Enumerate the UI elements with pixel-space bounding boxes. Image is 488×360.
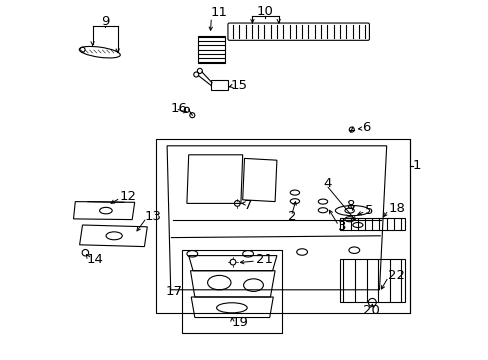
Text: 1: 1 (412, 159, 420, 172)
Text: 19: 19 (231, 316, 247, 329)
Text: 21: 21 (256, 253, 273, 266)
Text: 17: 17 (165, 285, 182, 298)
Text: 20: 20 (362, 304, 379, 317)
Text: 13: 13 (144, 210, 161, 222)
Text: 11: 11 (210, 6, 227, 19)
Text: 15: 15 (230, 79, 247, 92)
Text: 12: 12 (120, 190, 136, 203)
Text: 22: 22 (387, 269, 405, 282)
Text: 8: 8 (346, 199, 354, 212)
Text: 7: 7 (244, 199, 252, 212)
Text: 18: 18 (387, 202, 405, 215)
Text: 5: 5 (365, 204, 373, 217)
Text: 14: 14 (87, 253, 103, 266)
Text: 4: 4 (323, 177, 331, 190)
Text: 16: 16 (170, 102, 187, 114)
Text: 3: 3 (337, 220, 346, 233)
Text: 9: 9 (101, 15, 109, 28)
Text: 10: 10 (256, 5, 273, 18)
Text: 6: 6 (362, 121, 370, 134)
Text: 2: 2 (287, 210, 296, 222)
